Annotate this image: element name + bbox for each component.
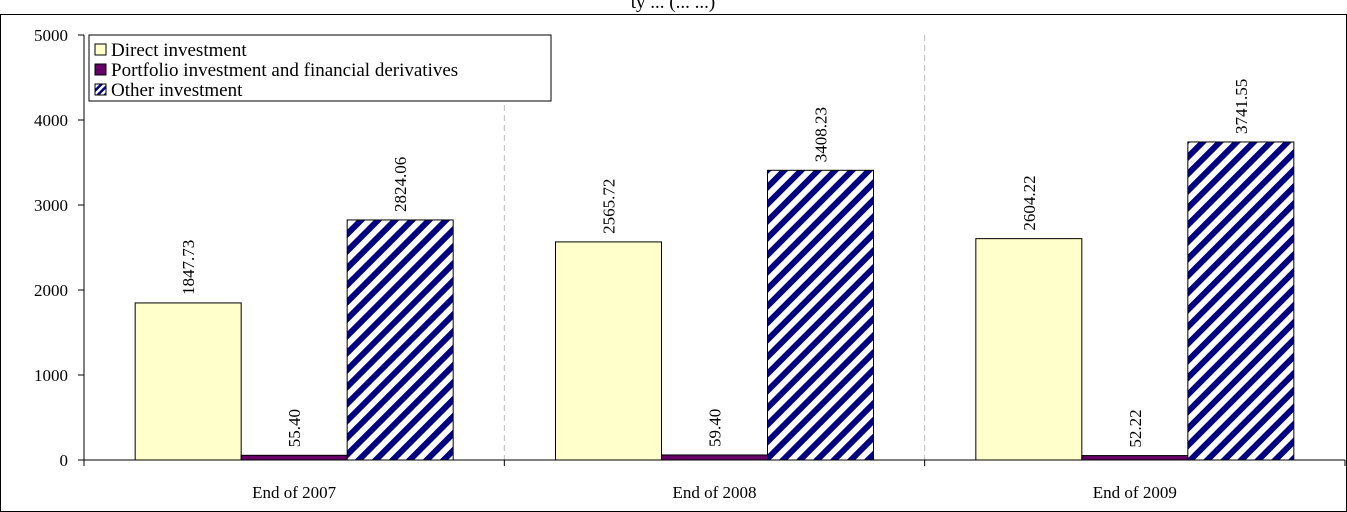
- data-label: 2604.22: [1020, 175, 1039, 230]
- y-tick-label: 0: [60, 451, 69, 470]
- bar-direct-2: [555, 241, 662, 461]
- bar-portfolio-3: [1081, 455, 1189, 461]
- y-tick-label: 3000: [34, 196, 68, 215]
- bar-direct-3: [975, 238, 1083, 461]
- bar-layer: [134, 141, 1295, 461]
- chart-title-fragment: ty ... (... ...): [631, 0, 715, 13]
- bar-other-3: [1187, 141, 1295, 461]
- data-label: 55.40: [285, 409, 304, 447]
- data-label: 52.22: [1126, 409, 1145, 447]
- bar-portfolio-1: [240, 454, 348, 461]
- y-tick-label: 2000: [34, 281, 68, 300]
- legend-swatch: [94, 63, 107, 76]
- data-label-layer: 1847.73 55.40 2824.06 2565.72 59.40 3408.23 26…: [179, 79, 1251, 448]
- bar-other-1: [346, 219, 454, 461]
- data-label: 59.40: [706, 409, 725, 447]
- data-label: 2824.06: [391, 157, 410, 212]
- bar-portfolio-2: [661, 454, 768, 461]
- y-tick-label: 1000: [34, 366, 68, 385]
- grid-layer: [503, 35, 926, 460]
- y-tick-label: 5000: [34, 26, 68, 45]
- legend-swatch: [94, 43, 107, 56]
- bar-direct-1: [134, 302, 242, 461]
- data-label: 3408.23: [812, 107, 831, 162]
- x-category-label: End of 2008: [672, 483, 756, 502]
- legend-swatch: [94, 83, 107, 96]
- bar-other-2: [767, 169, 874, 461]
- data-label: 1847.73: [179, 240, 198, 295]
- legend-box: [88, 34, 552, 102]
- legend-entry: Portfolio investment and financial deriv…: [111, 60, 458, 81]
- x-category-label: End of 2009: [1093, 483, 1177, 502]
- data-label: 3741.55: [1232, 79, 1251, 134]
- legend-entry: Direct investment: [111, 40, 247, 61]
- legend-entry: Other investment: [111, 80, 243, 101]
- x-category-label: End of 2007: [252, 483, 337, 502]
- data-label: 2565.72: [600, 179, 619, 234]
- y-tick-label: 4000: [34, 111, 68, 130]
